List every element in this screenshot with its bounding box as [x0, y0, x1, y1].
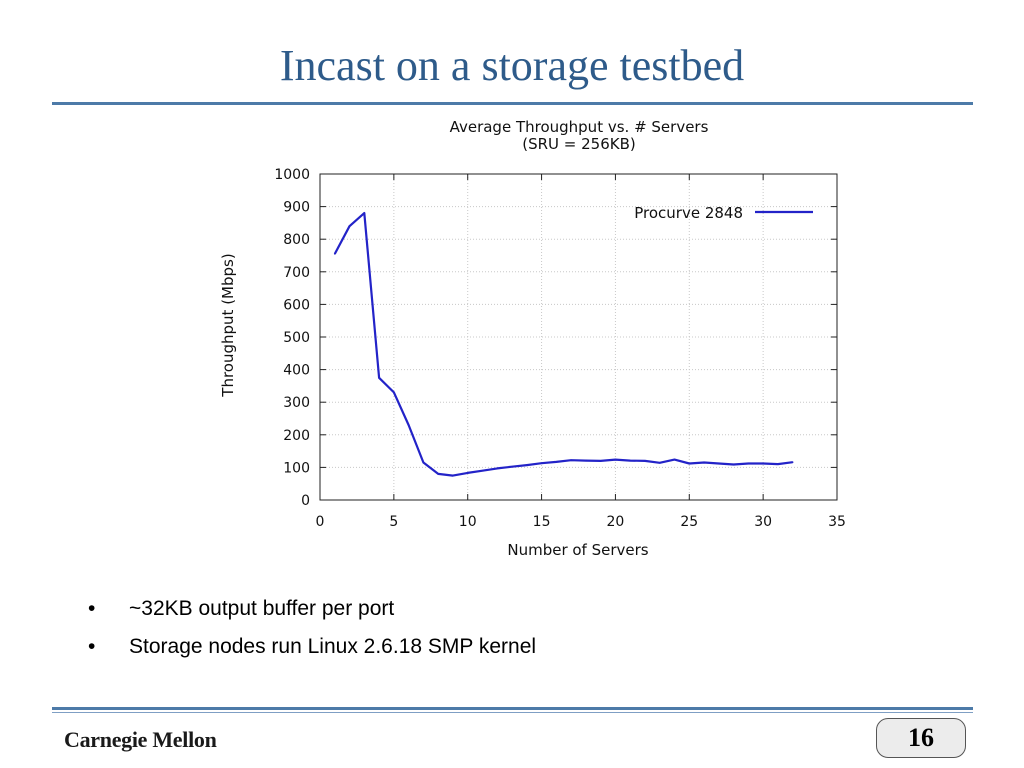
data-point [422, 461, 425, 464]
bullet-text: Storage nodes run Linux 2.6.18 SMP kerne… [129, 635, 537, 658]
chart-subtitle: (SRU = 256KB) [522, 135, 636, 153]
data-point [555, 461, 558, 463]
data-point [363, 212, 366, 214]
data-point [393, 391, 395, 394]
y-axis-label: Throughput (Mbps) [219, 253, 237, 397]
y-tick-label: 0 [301, 493, 310, 509]
data-point [481, 469, 484, 472]
slide-title: Incast on a storage testbed [279, 41, 745, 90]
y-tick-label: 900 [283, 200, 310, 216]
x-tick-label: 30 [754, 514, 772, 530]
legend: Procurve 2848 [634, 204, 813, 222]
y-tick-label: 200 [283, 428, 310, 444]
bullet-text: ~32KB output buffer per port [129, 597, 395, 620]
data-point [526, 464, 528, 466]
throughput-chart: Average Throughput vs. # Servers (SRU = … [219, 118, 846, 559]
data-point [511, 465, 513, 468]
data-point [437, 473, 439, 475]
bullet-list: • ~32KB output buffer per port • Storage… [88, 595, 536, 671]
page-number-badge: 16 [876, 718, 966, 758]
x-tick-label: 35 [828, 514, 846, 530]
data-point [747, 462, 750, 465]
tick-layer: 0 100 200 300 400 500 600 700 800 900 1000 0 5 10 15 20… [274, 167, 846, 530]
data-point [644, 460, 646, 462]
y-tick-label: 800 [283, 232, 310, 248]
data-point [466, 472, 469, 474]
bullet-marker: • [88, 597, 96, 620]
x-tick-label: 10 [459, 514, 477, 530]
x-axis-label: Number of Servers [507, 541, 648, 559]
data-point [732, 463, 735, 466]
legend-label: Procurve 2848 [634, 204, 743, 222]
footer-divider [52, 707, 973, 710]
data-point [570, 459, 572, 462]
data-point [703, 461, 705, 464]
y-tick-label: 1000 [274, 167, 310, 183]
grid-layer [320, 174, 837, 500]
data-point [777, 463, 779, 465]
data-point [599, 460, 602, 462]
x-tick-label: 20 [607, 514, 625, 530]
title-divider [52, 102, 973, 105]
data-point [718, 462, 720, 465]
bullet-marker: • [88, 635, 96, 658]
data-point [348, 225, 351, 227]
y-tick-label: 700 [283, 265, 310, 281]
series-line [333, 212, 793, 477]
series-layer [333, 212, 794, 477]
data-point [673, 458, 676, 461]
bullet-item: • Storage nodes run Linux 2.6.18 SMP ker… [88, 633, 536, 671]
data-point [688, 462, 691, 465]
data-point [452, 474, 454, 477]
chart-canvas: Average Throughput vs. # Servers (SRU = … [219, 118, 846, 559]
bullet-item: • ~32KB output buffer per port [88, 595, 536, 633]
data-point [407, 424, 410, 426]
x-tick-label: 15 [533, 514, 551, 530]
data-point [540, 462, 543, 464]
data-point [333, 253, 336, 255]
y-tick-label: 600 [283, 297, 310, 313]
x-tick-label: 5 [389, 514, 398, 530]
data-point [658, 462, 661, 464]
data-point [629, 459, 631, 462]
data-point [585, 459, 587, 462]
data-point [378, 376, 380, 379]
data-point [762, 462, 764, 465]
data-point [614, 458, 617, 461]
data-point [791, 461, 794, 463]
y-tick-label: 300 [283, 395, 310, 411]
footer-divider-thin [52, 712, 973, 713]
x-tick-label: 25 [680, 514, 698, 530]
data-point [496, 467, 499, 470]
y-tick-label: 500 [283, 330, 310, 346]
y-tick-label: 100 [283, 460, 310, 476]
footer-logo: Carnegie Mellon [64, 727, 217, 752]
x-tick-label: 0 [316, 514, 325, 530]
chart-title: Average Throughput vs. # Servers [450, 118, 709, 136]
y-tick-label: 400 [283, 363, 310, 379]
